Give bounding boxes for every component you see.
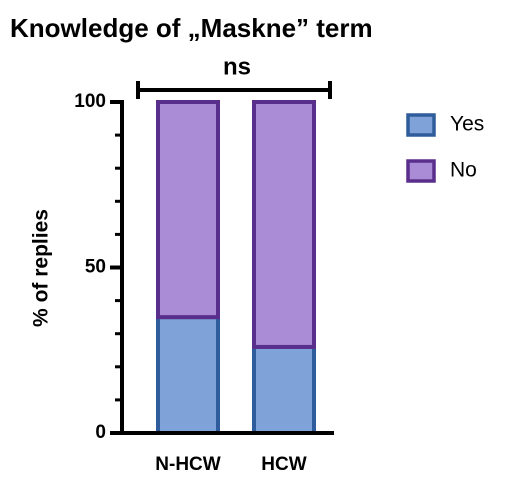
chart-title: Knowledge of „Maskne” term — [10, 13, 373, 43]
y-axis-label: % of replies — [30, 209, 53, 327]
legend-label: Yes — [450, 113, 484, 136]
bar-segment — [156, 100, 220, 320]
legend-swatch — [406, 159, 436, 183]
legend-label: No — [450, 159, 477, 182]
bar-segment — [252, 344, 316, 435]
y-tick-label: 50 — [85, 257, 106, 278]
x-tick-label: N-HCW — [155, 454, 220, 475]
bar-segment — [252, 100, 316, 349]
significance-bracket — [136, 81, 332, 99]
significance-label: ns — [223, 53, 251, 80]
y-tick-label: 0 — [95, 422, 106, 443]
bar-segment — [156, 315, 220, 435]
x-tick-label: HCW — [261, 454, 306, 475]
y-tick-label: 100 — [74, 91, 106, 112]
legend-swatch — [406, 113, 436, 137]
